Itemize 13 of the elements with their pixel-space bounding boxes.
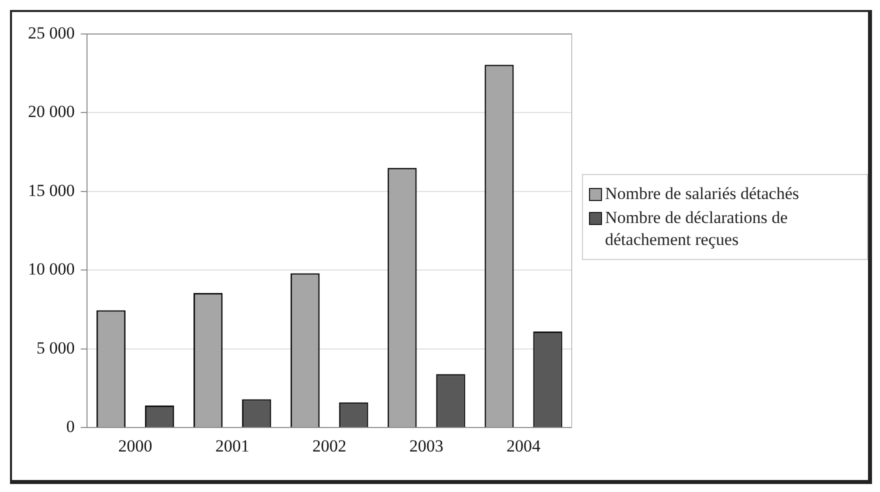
x-tick-label: 2004 [506,436,541,456]
y-tick-label: 15 000 [28,180,75,200]
y-tick-label: 25 000 [28,23,75,42]
y-tick-label: 5 000 [36,338,75,358]
x-tick-label: 2000 [118,436,152,456]
x-tick-label: 2003 [409,436,444,456]
legend-label: Nombre de déclarations de détachement reçues [605,207,789,251]
y-tick-label: 10 000 [28,260,75,279]
x-tick-label: 2002 [312,436,346,456]
y-tick-label: 0 [66,417,75,436]
legend-label: Nombre de salariés détachés [605,183,799,205]
x-tick-label: 2001 [215,436,250,456]
y-tick-label: 20 000 [28,102,75,122]
